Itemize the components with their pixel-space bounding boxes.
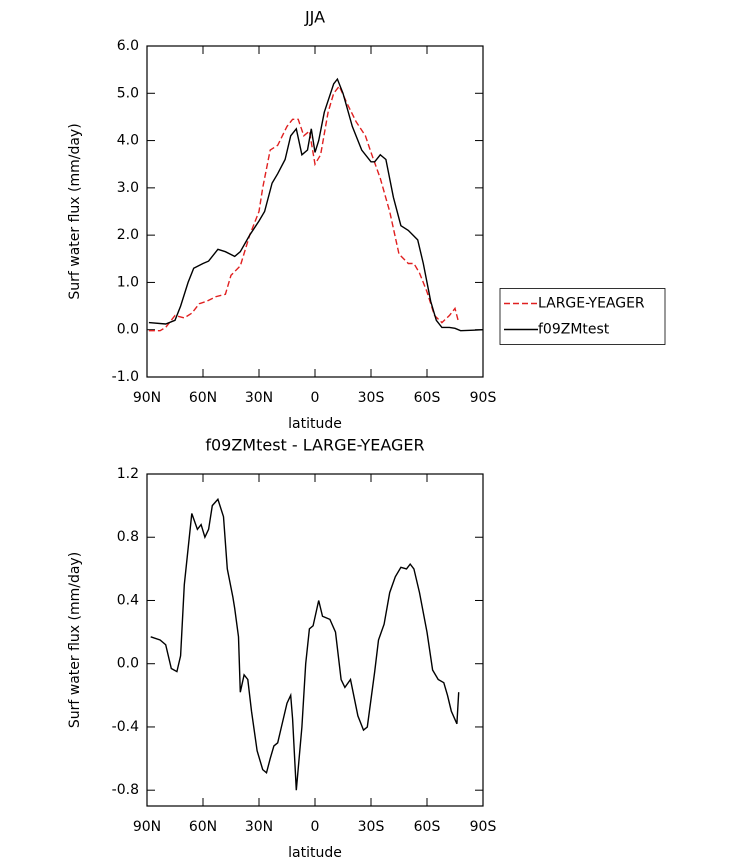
x-tick-label: 60S (414, 390, 441, 406)
y-tick-label: 6.0 (117, 38, 139, 54)
legend-label: LARGE-YEAGER (538, 296, 645, 312)
x-axis-label: latitude (288, 416, 342, 432)
x-tick-label: 90S (470, 390, 497, 406)
y-tick-label: 1.0 (117, 274, 139, 290)
chart-title: f09ZMtest - LARGE-YEAGER (205, 436, 424, 455)
y-axis-label: Surf water flux (mm/day) (67, 123, 83, 299)
y-tick-label: 3.0 (117, 180, 139, 196)
x-tick-label: 0 (311, 390, 320, 406)
y-tick-label: 2.0 (117, 227, 139, 243)
series-line (148, 77, 484, 332)
series-line (150, 497, 460, 791)
series-line (148, 84, 460, 332)
x-tick-label: 60N (189, 390, 217, 406)
x-tick-label: 90N (133, 390, 161, 406)
plot-frame (146, 45, 484, 378)
y-tick-label: -0.4 (112, 719, 139, 735)
y-tick-label: 0.0 (117, 322, 139, 338)
y-tick-label: -0.8 (112, 782, 139, 798)
x-tick-label: 90N (133, 819, 161, 835)
x-tick-label: 0 (311, 819, 320, 835)
x-tick-label: 30N (245, 819, 273, 835)
legend-box (499, 288, 666, 345)
y-tick-label: 0.8 (117, 529, 139, 545)
x-tick-label: 90S (470, 819, 497, 835)
x-axis-label: latitude (288, 845, 342, 861)
x-tick-label: 30S (358, 390, 385, 406)
chart-title: JJA (304, 8, 325, 27)
y-tick-label: 1.2 (117, 466, 139, 482)
legend-label: f09ZMtest (538, 322, 610, 338)
y-tick-label: -1.0 (112, 369, 139, 385)
x-tick-label: 60N (189, 819, 217, 835)
y-tick-label: 4.0 (117, 133, 139, 149)
y-tick-label: 0.0 (117, 656, 139, 672)
x-tick-label: 60S (414, 819, 441, 835)
x-tick-label: 30N (245, 390, 273, 406)
x-tick-label: 30S (358, 819, 385, 835)
y-axis-label: Surf water flux (mm/day) (67, 552, 83, 728)
y-tick-label: 0.4 (117, 592, 139, 608)
y-tick-label: 5.0 (117, 85, 139, 101)
plot-frame (146, 473, 484, 807)
